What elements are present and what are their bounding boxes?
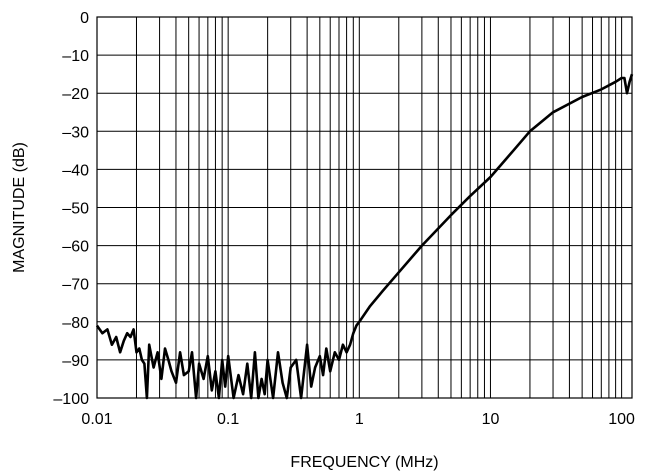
y-tick-label: –80 bbox=[62, 315, 89, 332]
x-tick-label: 0.1 bbox=[217, 411, 239, 428]
plot-frame bbox=[96, 16, 633, 399]
x-tick-label: 0.01 bbox=[81, 411, 112, 428]
series-line bbox=[95, 73, 634, 400]
y-tick-label: –20 bbox=[62, 86, 89, 103]
y-axis-ticks: 0 –10 –20 –30 –40 –50 –60 –70 –80 –90 –100 bbox=[53, 10, 89, 408]
y-tick-label: –90 bbox=[62, 353, 89, 370]
x-axis-label: FREQUENCY (MHz) bbox=[290, 454, 438, 471]
x-tick-label: 1 bbox=[355, 411, 364, 428]
grid bbox=[96, 16, 632, 399]
x-tick-label: 100 bbox=[608, 411, 635, 428]
x-axis-ticks: 0.01 0.1 1 10 100 bbox=[81, 411, 635, 428]
x-tick-label: 10 bbox=[482, 411, 500, 428]
y-tick-label: –10 bbox=[62, 48, 89, 65]
y-tick-label: –60 bbox=[62, 239, 89, 256]
y-axis-label: MAGNITUDE (dB) bbox=[11, 142, 28, 273]
y-tick-label: –40 bbox=[62, 162, 89, 179]
y-tick-label: –50 bbox=[62, 201, 89, 218]
y-tick-label: –100 bbox=[53, 391, 89, 408]
y-tick-label: –70 bbox=[62, 277, 89, 294]
y-tick-label: 0 bbox=[80, 10, 89, 27]
y-tick-label: –30 bbox=[62, 124, 89, 141]
